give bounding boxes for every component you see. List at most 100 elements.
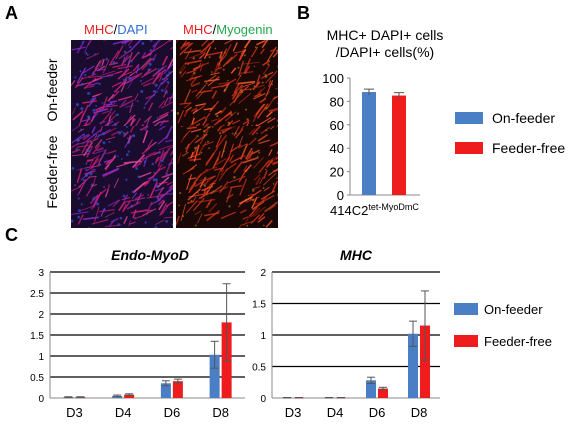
fiber [104, 115, 117, 127]
fiber [229, 92, 243, 106]
nucleus [116, 113, 119, 117]
fiber [213, 61, 219, 75]
nucleus [85, 52, 88, 55]
fiber [82, 134, 91, 141]
fiber [141, 68, 157, 78]
nucleus [77, 215, 81, 219]
nucleus [165, 91, 169, 94]
chart-title: MHC [340, 247, 373, 263]
fiber [263, 170, 268, 179]
chart-title-line2: /DAPI+ cells(%) [336, 44, 434, 60]
fiber [240, 126, 245, 132]
nucleus [252, 189, 255, 192]
fiber [198, 89, 213, 94]
fiber [257, 117, 272, 127]
nucleus [87, 91, 91, 95]
fiber [184, 102, 192, 109]
bar-on-feeder [408, 333, 418, 398]
fiber [243, 40, 252, 49]
nucleus [103, 185, 106, 189]
fiber [264, 40, 268, 42]
fiber [200, 40, 215, 54]
fiber [159, 202, 168, 216]
fiber [182, 129, 191, 139]
fiber [142, 129, 149, 144]
nucleus [166, 80, 170, 84]
nucleus [140, 90, 144, 94]
fiber [225, 186, 233, 203]
fiber [166, 181, 173, 186]
chart-b: MHC+ DAPI+ cells/DAPI+ cells(%) 0 20 40 60 80… [322, 27, 565, 218]
fiber [165, 201, 173, 208]
fiber [213, 158, 220, 168]
micrograph-feeder-free-mhc-myogenin [176, 126, 278, 228]
nucleus [125, 153, 129, 157]
fiber [197, 213, 203, 224]
fiber [184, 59, 202, 65]
fiber [120, 99, 127, 107]
nucleus [137, 51, 140, 55]
nucleus [194, 224, 197, 227]
row-label-on-feeder: On-feeder [44, 58, 60, 122]
fiber [263, 186, 270, 192]
nucleus [134, 217, 137, 219]
fiber [72, 110, 84, 121]
fiber [102, 167, 120, 177]
fiber [158, 199, 165, 206]
fiber [218, 51, 223, 59]
nucleus [117, 155, 119, 158]
fiber [259, 97, 267, 104]
fiber [142, 208, 157, 216]
fiber [188, 52, 205, 59]
x-tick-label: D3 [285, 405, 302, 420]
bar-feeder-free [378, 388, 388, 398]
nucleus [249, 198, 252, 201]
nucleus [223, 88, 226, 91]
fiber [225, 162, 237, 172]
nucleus [182, 215, 185, 218]
fiber [161, 172, 173, 179]
fiber [135, 209, 153, 213]
fiber [105, 120, 114, 127]
fiber [86, 146, 94, 158]
fiber [231, 84, 244, 97]
legend-label: On-feeder [484, 302, 543, 317]
nucleus [137, 64, 140, 67]
bar-feeder-free [124, 394, 135, 398]
nucleus [147, 193, 150, 196]
fiber [122, 75, 128, 86]
bar-feeder-free [172, 381, 183, 398]
fiber [206, 210, 220, 222]
fiber [205, 182, 214, 195]
fiber [82, 100, 97, 104]
fiber [238, 60, 245, 76]
nucleus [130, 204, 134, 208]
bar-on-feeder [362, 92, 376, 195]
nucleus [239, 75, 242, 77]
nucleus [120, 130, 123, 133]
fiber [239, 154, 246, 159]
fiber [265, 219, 273, 228]
fiber [190, 75, 198, 86]
bar-feeder-free [392, 95, 406, 195]
nucleus [208, 147, 211, 150]
fiber [79, 104, 89, 121]
fiber [118, 201, 126, 212]
fiber [147, 168, 161, 183]
nucleus [165, 220, 168, 223]
nucleus [156, 196, 160, 200]
fiber [213, 118, 223, 126]
fiber [217, 126, 223, 132]
fiber [213, 167, 224, 171]
fiber [238, 169, 247, 183]
fiber [202, 42, 210, 57]
mhc-label: MHC [183, 22, 213, 37]
fiber [118, 50, 130, 60]
nucleus [196, 135, 199, 138]
fiber [261, 40, 269, 49]
nucleus [246, 118, 249, 121]
fiber [71, 148, 81, 154]
fiber [264, 201, 278, 213]
nucleus [157, 68, 160, 70]
fiber [230, 156, 242, 164]
